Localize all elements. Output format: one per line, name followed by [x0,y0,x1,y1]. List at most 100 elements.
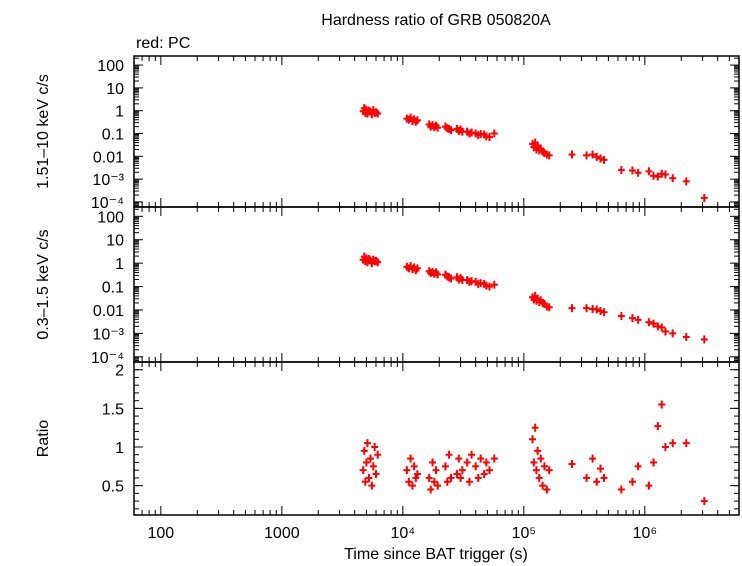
data-point [661,170,669,179]
data-point [363,439,371,448]
data-point [589,454,597,463]
data-point [366,454,374,463]
chart-title: Hardness ratio of GRB 050820A [321,12,551,29]
y-axis-label: 1.51–10 keV c/s [35,74,52,189]
x-tick-label: 100 [147,525,174,542]
data-point [482,458,490,467]
data-point [374,258,382,267]
data-point [413,470,421,479]
data-point [374,450,382,459]
panel-ratio: 2 1.5 1 0.5 Ratio [35,361,740,516]
data-point [485,282,493,291]
data-point [540,462,548,471]
data-point [455,454,463,463]
data-point [596,154,604,163]
data-point [700,497,708,506]
y-tick-label: 100 [97,209,124,226]
data-point [457,473,465,482]
data-point [600,473,608,482]
data-point [472,462,480,471]
data-point [432,466,440,475]
x-tick-label: 10⁶ [633,525,657,542]
data-point [425,473,433,482]
data-point [413,116,421,125]
data-point [531,423,539,432]
data-point [583,473,591,482]
data-point [485,133,493,142]
data-point [682,177,690,186]
data-point [408,481,416,490]
data-point [650,319,658,328]
panel-frame [133,206,740,363]
data-point [593,305,601,314]
data-point [600,155,608,164]
y-tick-label: 1.5 [102,401,124,418]
data-point [485,466,493,475]
data-point [530,458,538,467]
data-point [369,462,377,471]
y-tick-label: 10⁻³ [92,326,124,343]
data-point [654,422,662,431]
data-point [407,454,415,463]
data-point [634,315,642,324]
data-point [361,477,369,486]
data-point [617,485,625,494]
data-point [682,333,690,342]
data-point [427,485,435,494]
data-point [413,264,421,273]
data-point [669,174,677,183]
data-point [445,450,453,459]
y-tick-label: 100 [97,58,124,75]
data-point [645,318,653,327]
y-tick-label: 0.01 [93,149,124,166]
data-point [628,314,636,323]
data-point [447,473,455,482]
y-axis-label: 0.3–1.5 keV c/s [35,229,52,339]
data-point [583,151,591,160]
data-point [443,477,451,486]
data-point [682,439,690,448]
data-point [429,458,437,467]
data-point [669,329,677,338]
data-point [545,466,553,475]
data-point [430,477,438,486]
data-point [534,446,542,455]
data-point [700,193,708,202]
data-point [532,466,540,475]
data-point [658,323,666,332]
data-point [447,126,455,135]
y-tick-label: 1 [115,440,124,457]
data-point [634,168,642,177]
data-point [359,466,367,475]
y-tick-label: 10⁻⁴ [91,195,124,212]
data-point [441,462,449,471]
x-axis-label: Time since BAT trigger (s) [344,546,528,563]
data-point [360,446,368,455]
data-point [568,304,576,313]
data-point [593,477,601,486]
panel-hard: 100 10 1 0.1 0.01 10⁻³ 10⁻⁴ 1.51–10 keV c/s [35,55,740,212]
data-point [468,450,476,459]
data-point [600,308,608,317]
data-point [463,458,471,467]
data-point [458,466,466,475]
y-tick-label: 0.1 [102,127,124,144]
data-point [434,481,442,490]
data-point [634,462,642,471]
data-point [465,477,473,486]
data-point [669,439,677,448]
data-point [628,166,636,175]
y-tick-label: 0.1 [102,280,124,297]
data-point [490,454,498,463]
y-tick-label: 1 [115,104,124,121]
data-point [474,473,482,482]
y-axis-label: Ratio [35,420,52,457]
data-point [589,150,597,159]
y-tick-label: 2 [115,363,124,380]
data-point [661,443,669,451]
data-point [434,123,442,132]
data-point [362,458,370,467]
data-point [374,109,382,118]
data-point [539,481,547,490]
